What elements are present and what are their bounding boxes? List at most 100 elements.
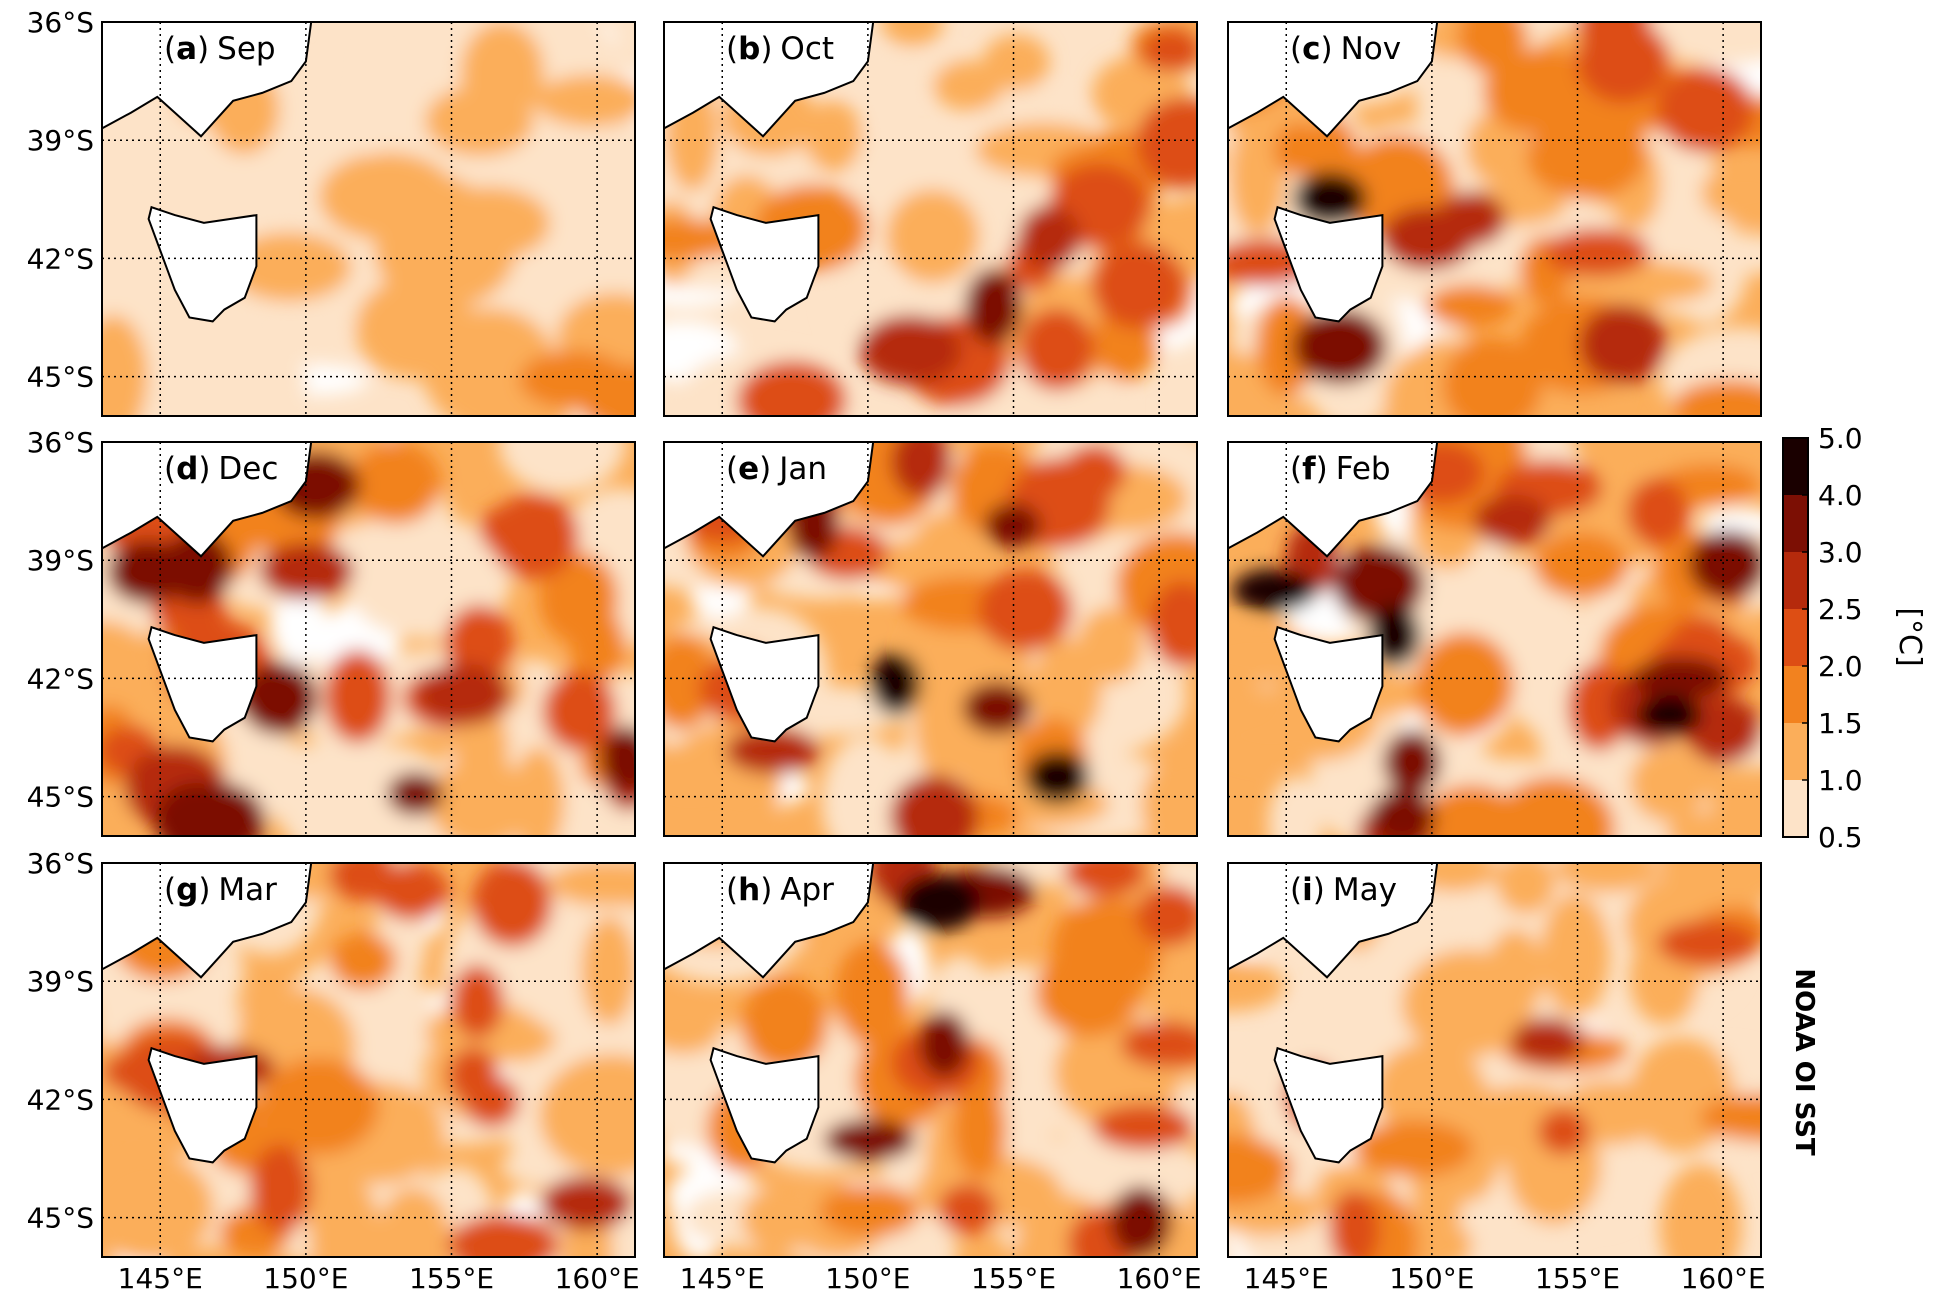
- panel-label-part: ): [759, 451, 771, 487]
- sst-blob: [548, 863, 635, 907]
- sst-blob: [1666, 810, 1761, 836]
- side-title: NOAA OI SST: [1789, 968, 1819, 1156]
- sst-blob: [581, 916, 635, 1025]
- panel-label: (d) Dec: [164, 451, 278, 487]
- panel-label-part: d: [176, 451, 198, 487]
- tasmania: [709, 625, 820, 743]
- panel-label-part: ): [197, 31, 209, 67]
- sst-blob: [249, 1144, 312, 1234]
- panel-frame: [1227, 441, 1762, 837]
- sst-blob: [1540, 893, 1610, 1017]
- sst-blob: [1141, 29, 1197, 72]
- sst-blob: [538, 552, 619, 644]
- sst-blob: [576, 364, 635, 416]
- sst-blob: [818, 1184, 920, 1238]
- lat-tick-label: 39°S: [27, 544, 94, 577]
- sst-blob: [962, 682, 1032, 734]
- colorbar-segment: [1783, 495, 1808, 552]
- panel: [102, 442, 635, 836]
- lat-tick-label: 39°S: [27, 965, 94, 998]
- sst-blob: [859, 315, 962, 385]
- mainland-coast: [664, 442, 875, 558]
- panel: [1228, 863, 1761, 1257]
- sst-blob: [1657, 920, 1759, 967]
- sst-blob: [499, 442, 626, 493]
- panel-label: (e) Jan: [726, 451, 827, 487]
- mainland-coast: [1228, 22, 1439, 138]
- lon-tick-label: 160°E: [555, 1262, 640, 1295]
- panel: [102, 863, 635, 1257]
- sst-blob: [983, 502, 1041, 549]
- sst-field: [1228, 442, 1761, 836]
- lat-tick-label: 45°S: [27, 781, 94, 814]
- sst-blob: [174, 782, 266, 836]
- sst-blob: [1229, 118, 1286, 236]
- sst-blob: [1634, 695, 1703, 736]
- colorbar-tick-label: 2.0: [1818, 650, 1863, 683]
- panel-label-part: e: [738, 451, 759, 487]
- lon-tick-label: 155°E: [409, 1262, 494, 1295]
- panel-label-part: (: [726, 31, 738, 67]
- sst-blob: [821, 736, 910, 836]
- lon-tick-label: 145°E: [680, 1262, 765, 1295]
- sst-blob: [1120, 1021, 1197, 1068]
- panel-label-part: f: [1302, 451, 1316, 487]
- panel: [1228, 22, 1761, 416]
- sst-blob: [1025, 750, 1090, 804]
- panel-label: (c) Nov: [1290, 31, 1401, 67]
- sst-blob: [1510, 1017, 1585, 1065]
- sst-blob: [1353, 1120, 1474, 1178]
- sst-blob: [977, 569, 1074, 652]
- sst-blob: [107, 540, 188, 604]
- sst-field: [664, 22, 1197, 416]
- panel-label: (a) Sep: [164, 31, 276, 67]
- panel-label-part: Feb: [1336, 451, 1391, 487]
- sst-blob: [1457, 22, 1526, 74]
- lat-tick-label: 42°S: [27, 662, 94, 695]
- panel-frame: [101, 441, 636, 837]
- tasmania: [147, 1046, 258, 1164]
- sst-blob: [479, 501, 565, 559]
- sst-blob: [1328, 1189, 1380, 1257]
- sst-blob: [1383, 730, 1441, 795]
- sst-blob: [1018, 205, 1082, 270]
- mainland-coast: [1228, 863, 1439, 979]
- panel-label-part: Mar: [218, 872, 277, 908]
- sst-blob: [1701, 163, 1761, 223]
- colorbar-tick-label: 3.0: [1818, 536, 1863, 569]
- colorbar-segment: [1783, 438, 1808, 495]
- lon-tick-label: 145°E: [118, 1262, 203, 1295]
- sst-blob: [324, 649, 391, 744]
- sst-blob: [1554, 863, 1660, 892]
- lon-tick-label: 155°E: [1535, 1262, 1620, 1295]
- colorbar-segment: [1783, 723, 1808, 780]
- sst-blob: [450, 964, 504, 1039]
- sst-blob: [1092, 1104, 1195, 1151]
- sst-blob: [599, 725, 635, 792]
- sst-blob: [1292, 309, 1387, 384]
- sst-blob: [834, 941, 910, 1047]
- sst-blob: [539, 1054, 635, 1176]
- panel: [664, 863, 1197, 1257]
- panel-label-part: ): [1321, 31, 1333, 67]
- sst-blob: [1401, 949, 1534, 1058]
- colorbar-tick-label: 1.5: [1818, 707, 1863, 740]
- sst-blob: [736, 361, 846, 416]
- panel-label-part: h: [738, 872, 760, 908]
- panel-frame: [663, 21, 1198, 417]
- lon-tick-label: 145°E: [1244, 1262, 1329, 1295]
- panel-label-part: c: [1302, 31, 1320, 67]
- sst-blob: [1699, 1094, 1761, 1142]
- sst-blob: [259, 542, 354, 600]
- sst-field: [1228, 22, 1761, 416]
- sst-blob: [309, 1174, 381, 1257]
- sst-blob: [447, 1214, 560, 1257]
- sst-blob: [297, 125, 348, 167]
- panel-label-part: Sep: [217, 31, 275, 67]
- sst-blob: [664, 636, 717, 730]
- sst-blob: [239, 662, 318, 735]
- sst-blob: [1492, 777, 1615, 836]
- tasmania: [1273, 625, 1384, 743]
- sst-blob: [1688, 530, 1761, 599]
- panel-label-part: a: [176, 31, 197, 67]
